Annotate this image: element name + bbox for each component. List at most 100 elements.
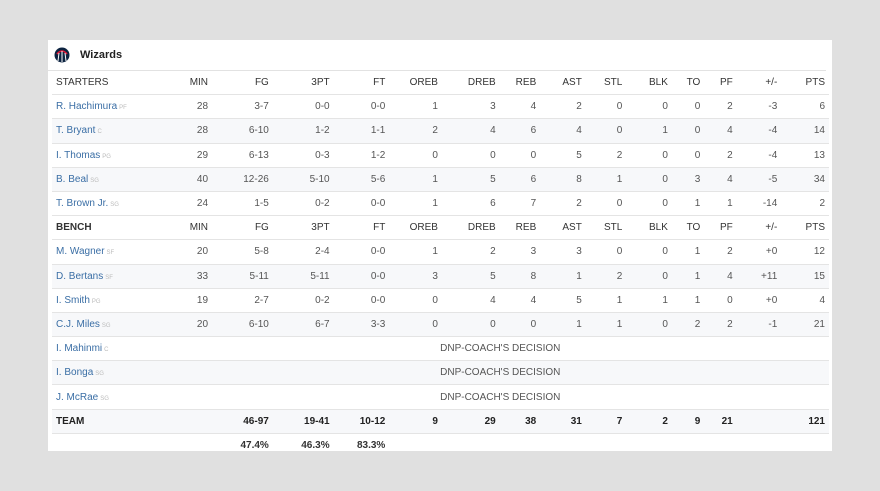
column-header-ft[interactable]: FT [333, 215, 390, 241]
stat-min: 20 [171, 239, 213, 265]
player-position: PG [91, 298, 101, 305]
column-header-pts[interactable]: PTS [781, 215, 829, 241]
player-link[interactable]: D. Bertans [56, 270, 104, 282]
stat-dreb: 0 [441, 143, 500, 168]
stat-reb: 8 [499, 264, 541, 289]
column-header-ast[interactable]: AST [540, 71, 586, 96]
dnp-note: DNP-COACH'S DECISION [171, 336, 829, 362]
stat-3pt: 6-7 [272, 312, 334, 338]
stat-pf: 4 [704, 118, 737, 144]
column-header-dreb[interactable]: DREB [441, 71, 500, 96]
player-link[interactable]: B. Beal [56, 173, 89, 185]
player-link[interactable]: C.J. Miles [56, 318, 100, 330]
player-link[interactable]: I. Bonga [56, 367, 94, 379]
stat-fg: 3-7 [212, 94, 273, 120]
player-link[interactable]: T. Bryant [56, 125, 96, 137]
stat-stl: 0 [585, 94, 627, 120]
stat-plus-minus: -5 [736, 167, 782, 192]
player-row: T. Brown Jr. SG 24 1-5 0-2 0-0 1 6 7 2 0 0 1 1 -14 2 [52, 191, 829, 217]
player-link[interactable]: J. McRae [56, 391, 99, 403]
column-header-dreb[interactable]: DREB [441, 215, 500, 241]
column-header-min[interactable]: MIN [171, 71, 213, 96]
stat-stl: 1 [585, 288, 627, 313]
stat-ast: 3 [540, 239, 586, 265]
column-header-min[interactable]: MIN [171, 215, 213, 241]
stat-plus-minus: -4 [736, 118, 782, 144]
column-header-plus-minus[interactable]: +/- [736, 71, 782, 96]
stat-reb: 4 [499, 94, 541, 120]
total-3pt: 19-41 [272, 409, 334, 434]
column-header-pf[interactable]: PF [704, 71, 737, 96]
total-blk: 2 [626, 409, 672, 434]
stat-fg: 1-5 [212, 191, 273, 217]
stat-stl: 0 [585, 118, 627, 144]
stat-oreb: 1 [389, 191, 442, 217]
column-header-blk[interactable]: BLK [626, 71, 672, 96]
stat-stl: 0 [585, 191, 627, 217]
player-link[interactable]: I. Smith [56, 294, 90, 306]
stat-reb: 6 [499, 167, 541, 192]
stat-dreb: 0 [441, 312, 500, 338]
player-link[interactable]: M. Wagner [56, 246, 105, 258]
column-header-oreb[interactable]: OREB [389, 71, 442, 96]
pct-oreb [389, 433, 442, 451]
stat-oreb: 0 [389, 143, 442, 168]
stat-blk: 0 [626, 264, 672, 289]
player-position: SG [95, 371, 104, 378]
column-header-pts[interactable]: PTS [781, 71, 829, 96]
stat-fg: 6-10 [212, 312, 273, 338]
pct-fg: 47.4% [212, 433, 273, 451]
stat-stl: 0 [585, 239, 627, 265]
stat-dreb: 4 [441, 118, 500, 144]
pct-to [671, 433, 705, 451]
pct-3pt: 46.3% [272, 433, 334, 451]
pct-plus-minus [736, 433, 782, 451]
boxscore-card: Wizards STARTERS MIN FG 3PT FT OREB DREB REB AST… [48, 40, 832, 451]
player-position: SG [101, 322, 111, 329]
stat-dreb: 5 [441, 167, 500, 192]
player-position: PF [119, 105, 127, 112]
column-header-ast[interactable]: AST [540, 215, 586, 241]
stat-oreb: 2 [389, 118, 442, 144]
column-header-fg[interactable]: FG [212, 215, 273, 241]
column-header-stl[interactable]: STL [585, 71, 627, 96]
pct-dreb [441, 433, 500, 451]
stat-plus-minus: -3 [736, 94, 782, 120]
pct-min [171, 433, 213, 451]
column-header-reb[interactable]: REB [499, 215, 541, 241]
stat-blk: 0 [626, 94, 672, 120]
stat-3pt: 0-3 [272, 143, 334, 168]
player-link[interactable]: I. Mahinmi [56, 343, 103, 355]
player-link[interactable]: T. Brown Jr. [56, 198, 109, 210]
player-link[interactable]: I. Thomas [56, 149, 101, 161]
column-header-reb[interactable]: REB [499, 71, 541, 96]
column-header-pf[interactable]: PF [704, 215, 737, 241]
stat-pts: 14 [781, 118, 829, 144]
dnp-note: DNP-COACH'S DECISION [171, 384, 829, 410]
stat-stl: 1 [585, 312, 627, 338]
stat-fg: 12-26 [212, 167, 273, 192]
column-header-to[interactable]: TO [671, 215, 705, 241]
player-name-cell: D. Bertans SF [52, 264, 172, 289]
stat-to: 2 [671, 312, 705, 338]
column-header-3pt[interactable]: 3PT [272, 71, 334, 96]
column-header-to[interactable]: TO [671, 71, 705, 96]
column-header-ft[interactable]: FT [333, 71, 390, 96]
player-link[interactable]: R. Hachimura [56, 101, 118, 113]
player-row: B. Beal SG 40 12-26 5-10 5-6 1 5 6 8 1 0 3 4 -5 34 [52, 167, 829, 192]
column-header-oreb[interactable]: OREB [389, 215, 442, 241]
column-header-3pt[interactable]: 3PT [272, 215, 334, 241]
column-header-blk[interactable]: BLK [626, 215, 672, 241]
stat-plus-minus: +0 [736, 239, 782, 265]
player-position: SG [90, 177, 99, 184]
column-header-plus-minus[interactable]: +/- [736, 215, 782, 241]
player-name-cell: M. Wagner SF [52, 239, 172, 265]
column-header-fg[interactable]: FG [212, 71, 273, 96]
stat-ft: 0-0 [333, 239, 390, 265]
stat-ft: 0-0 [333, 288, 390, 313]
stat-3pt: 5-10 [272, 167, 334, 192]
column-header-stl[interactable]: STL [585, 215, 627, 241]
stat-ast: 1 [540, 264, 586, 289]
wizards-logo-icon [54, 47, 70, 63]
stat-blk: 1 [626, 288, 672, 313]
